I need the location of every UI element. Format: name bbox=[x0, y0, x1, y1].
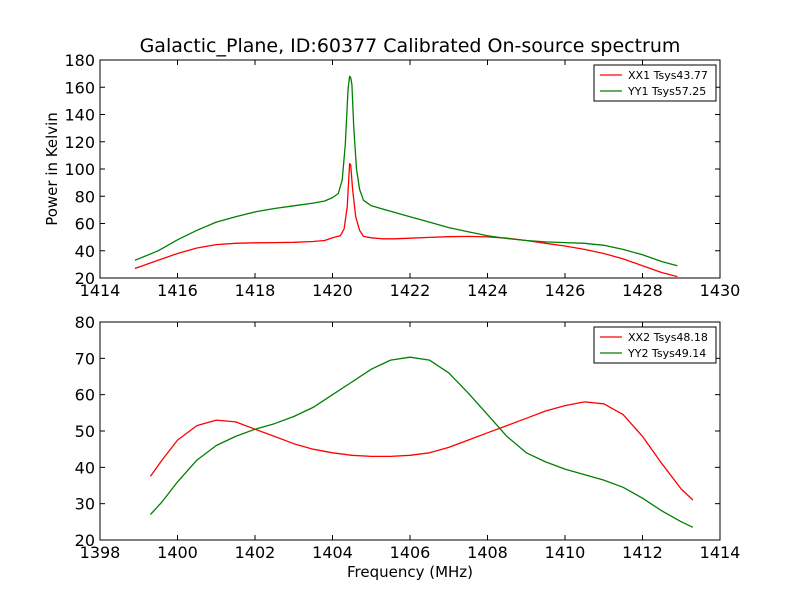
y-tick-label: 100 bbox=[64, 160, 95, 179]
legend-box bbox=[593, 64, 717, 102]
y-tick-label: 50 bbox=[75, 422, 95, 441]
y-tick-label: 120 bbox=[64, 133, 95, 152]
x-tick-label: 1424 bbox=[467, 281, 508, 300]
y-tick-label: 40 bbox=[75, 458, 95, 477]
series-line-yy bbox=[134, 75, 678, 267]
legend-box bbox=[593, 326, 717, 364]
y-tick-label: 80 bbox=[75, 187, 95, 206]
legend-label: YY2 Tsys49.14 bbox=[627, 347, 706, 360]
legend-label: XX2 Tsys48.18 bbox=[628, 331, 708, 344]
chart-title: Galactic_Plane, ID:60377 Calibrated On-s… bbox=[140, 35, 681, 57]
x-tick-label: 1414 bbox=[80, 281, 121, 300]
series-lines bbox=[149, 356, 694, 528]
x-tick-label: 1428 bbox=[622, 281, 663, 300]
x-tick-label: 1404 bbox=[312, 543, 353, 562]
bottom-spectrum-panel: 1398 1400 1402 1404 1406 1408 1410 1412 1414 20 30… bbox=[75, 313, 741, 562]
x-tick-label: 1416 bbox=[157, 281, 198, 300]
y-tick-label: 30 bbox=[75, 495, 95, 514]
x-tick-label: 1422 bbox=[390, 281, 431, 300]
x-tick-label: 1400 bbox=[157, 543, 198, 562]
x-tick-label: 1414 bbox=[700, 543, 741, 562]
x-tick-label: 1398 bbox=[80, 543, 121, 562]
y-tick-label: 20 bbox=[75, 531, 95, 550]
y-tick-label: 180 bbox=[64, 51, 95, 70]
legend-label: XX1 Tsys43.77 bbox=[628, 69, 708, 82]
y-axis-label: Power in Kelvin bbox=[43, 112, 61, 226]
y-tick-label: 140 bbox=[64, 106, 95, 125]
x-tick-label: 1426 bbox=[545, 281, 586, 300]
x-tick-label: 1412 bbox=[622, 543, 663, 562]
legend-label: YY1 Tsys57.25 bbox=[627, 85, 706, 98]
x-tick-label: 1420 bbox=[312, 281, 353, 300]
x-tick-label: 1430 bbox=[700, 281, 741, 300]
y-tick-label: 40 bbox=[75, 242, 95, 261]
y-tick-label: 160 bbox=[64, 78, 95, 97]
x-axis-label: Frequency (MHz) bbox=[347, 563, 473, 581]
y-tick-label: 60 bbox=[75, 386, 95, 405]
series-line-yy bbox=[149, 356, 694, 528]
x-tick-label: 1418 bbox=[235, 281, 276, 300]
y-tick-label: 70 bbox=[75, 349, 95, 368]
legend: XX1 Tsys43.77 YY1 Tsys57.25 bbox=[593, 64, 717, 102]
x-tick-label: 1402 bbox=[235, 543, 276, 562]
y-tick-label: 60 bbox=[75, 215, 95, 234]
legend: XX2 Tsys48.18 YY2 Tsys49.14 bbox=[593, 326, 717, 364]
series-line-xx bbox=[149, 401, 694, 501]
x-tick-label: 1410 bbox=[545, 543, 586, 562]
series-lines bbox=[134, 75, 678, 278]
x-tick-label: 1408 bbox=[467, 543, 508, 562]
series-line-xx bbox=[134, 162, 678, 278]
y-tick-label: 80 bbox=[75, 313, 95, 332]
y-tick-label: 20 bbox=[75, 269, 95, 288]
x-tick-label: 1406 bbox=[390, 543, 431, 562]
top-spectrum-panel: 1414 1416 1418 1420 1422 1424 1426 1428 1430 20 40… bbox=[64, 51, 740, 300]
